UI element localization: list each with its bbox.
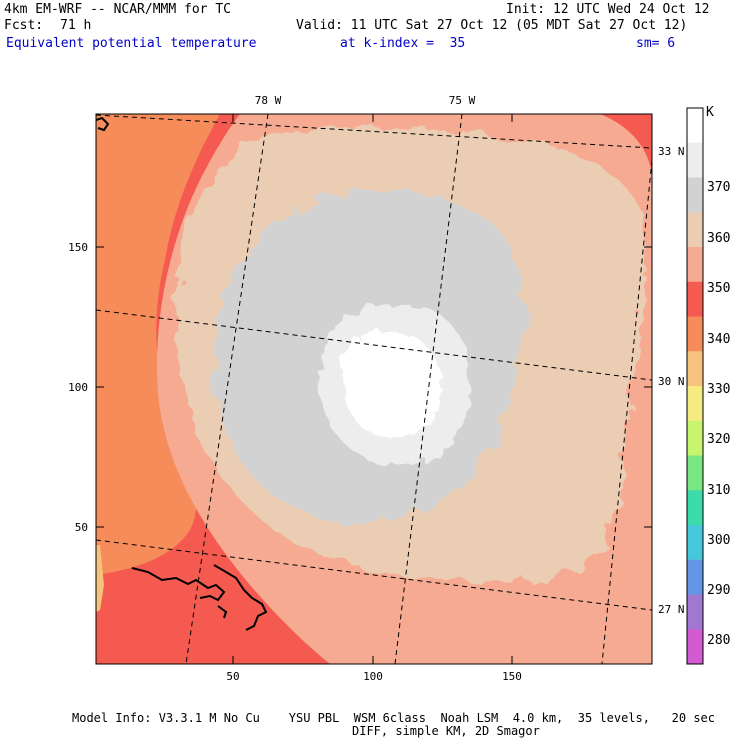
colorbar-swatch [687,455,703,491]
coastline-abaco [213,564,268,631]
colorbar-swatch [687,212,703,248]
colorbar-label-330: 330 [707,382,730,397]
colorbar-swatch [687,281,703,317]
colorbar-swatch [687,247,703,283]
x-tick-label-150: 150 [502,670,522,683]
colorbar-label-300: 300 [707,533,730,548]
lat-label-30n: 30 N [658,375,685,388]
k-index: at k-index = 35 [340,36,466,51]
colorbar-label-280: 280 [707,633,730,648]
colorbar-swatch [687,420,703,456]
colorbar-swatch [687,525,703,561]
forecast-label: Fcst: [4,18,44,33]
colorbar-swatch [687,386,703,422]
colorbar-label-310: 310 [707,483,730,498]
y-tick-label-150: 150 [68,241,88,254]
latlon-grid [96,114,652,664]
meridian-72w [601,159,652,664]
smoothing: sm= 6 [636,36,676,51]
colorbar-swatch [687,177,703,213]
valid-time: Valid: 11 UTC Sat 27 Oct 12 (05 MDT Sat … [296,18,688,33]
colorbar-swatch [687,108,703,144]
model-title: 4km EM-WRF -- NCAR/MMM for TC [4,2,231,17]
field-band-330-west [96,114,220,575]
plot-frame [95,113,653,665]
field-band-320 [96,545,104,612]
colorbar [686,107,704,665]
y-tick-label-100: 100 [68,381,88,394]
colorbar-label-350: 350 [707,281,730,296]
x-tick-label-100: 100 [363,670,383,683]
coastline-carolina [96,116,110,132]
axis-ticks [96,114,652,664]
coastline [96,116,268,631]
x-tick-label-50: 50 [226,670,239,683]
colorbar-swatch [687,629,703,665]
model-info: Model Info: V3.3.1 M No Cu YSU PBL WSM 6… [72,711,715,725]
colorbar-unit: K [706,105,714,120]
colorbar-label-340: 340 [707,332,730,347]
y-tick-label-50: 50 [75,521,88,534]
colorbar-swatch [687,142,703,178]
lat-label-27n: 27 N [658,603,685,616]
field-eye-370 [342,330,442,438]
colorbar-swatch [687,316,703,352]
colorbar-swatch [687,351,703,387]
field-name: Equivalent potential temperature [6,36,257,51]
colorbar-swatch [687,490,703,526]
parallel-33n [96,114,652,149]
colorbar-label-360: 360 [707,231,730,246]
colorbar-label-290: 290 [707,583,730,598]
parallel-27n [96,539,652,611]
meridian-78w [185,114,269,664]
colorbar-label-370: 370 [707,180,730,195]
colorbar-swatch [687,594,703,630]
coastline-bahamas-north [131,567,226,602]
lat-label-33n: 33 N [658,145,685,158]
colorbar-swatch [687,559,703,595]
lon-label-78w: 78 W [255,94,282,107]
colorbar-frame [686,107,704,665]
lon-label-75w: 75 W [449,94,476,107]
colorbar-label-320: 320 [707,432,730,447]
init-time: Init: 12 UTC Wed 24 Oct 12 [506,2,710,17]
theta-e-field [96,114,652,664]
coastline-islet [217,605,228,619]
meridian-75w [394,114,463,664]
parallel-30n [96,309,652,381]
model-info-diffusion: DIFF, simple KM, 2D Smagor [352,724,540,738]
forecast-hour: 71 h [60,18,92,33]
